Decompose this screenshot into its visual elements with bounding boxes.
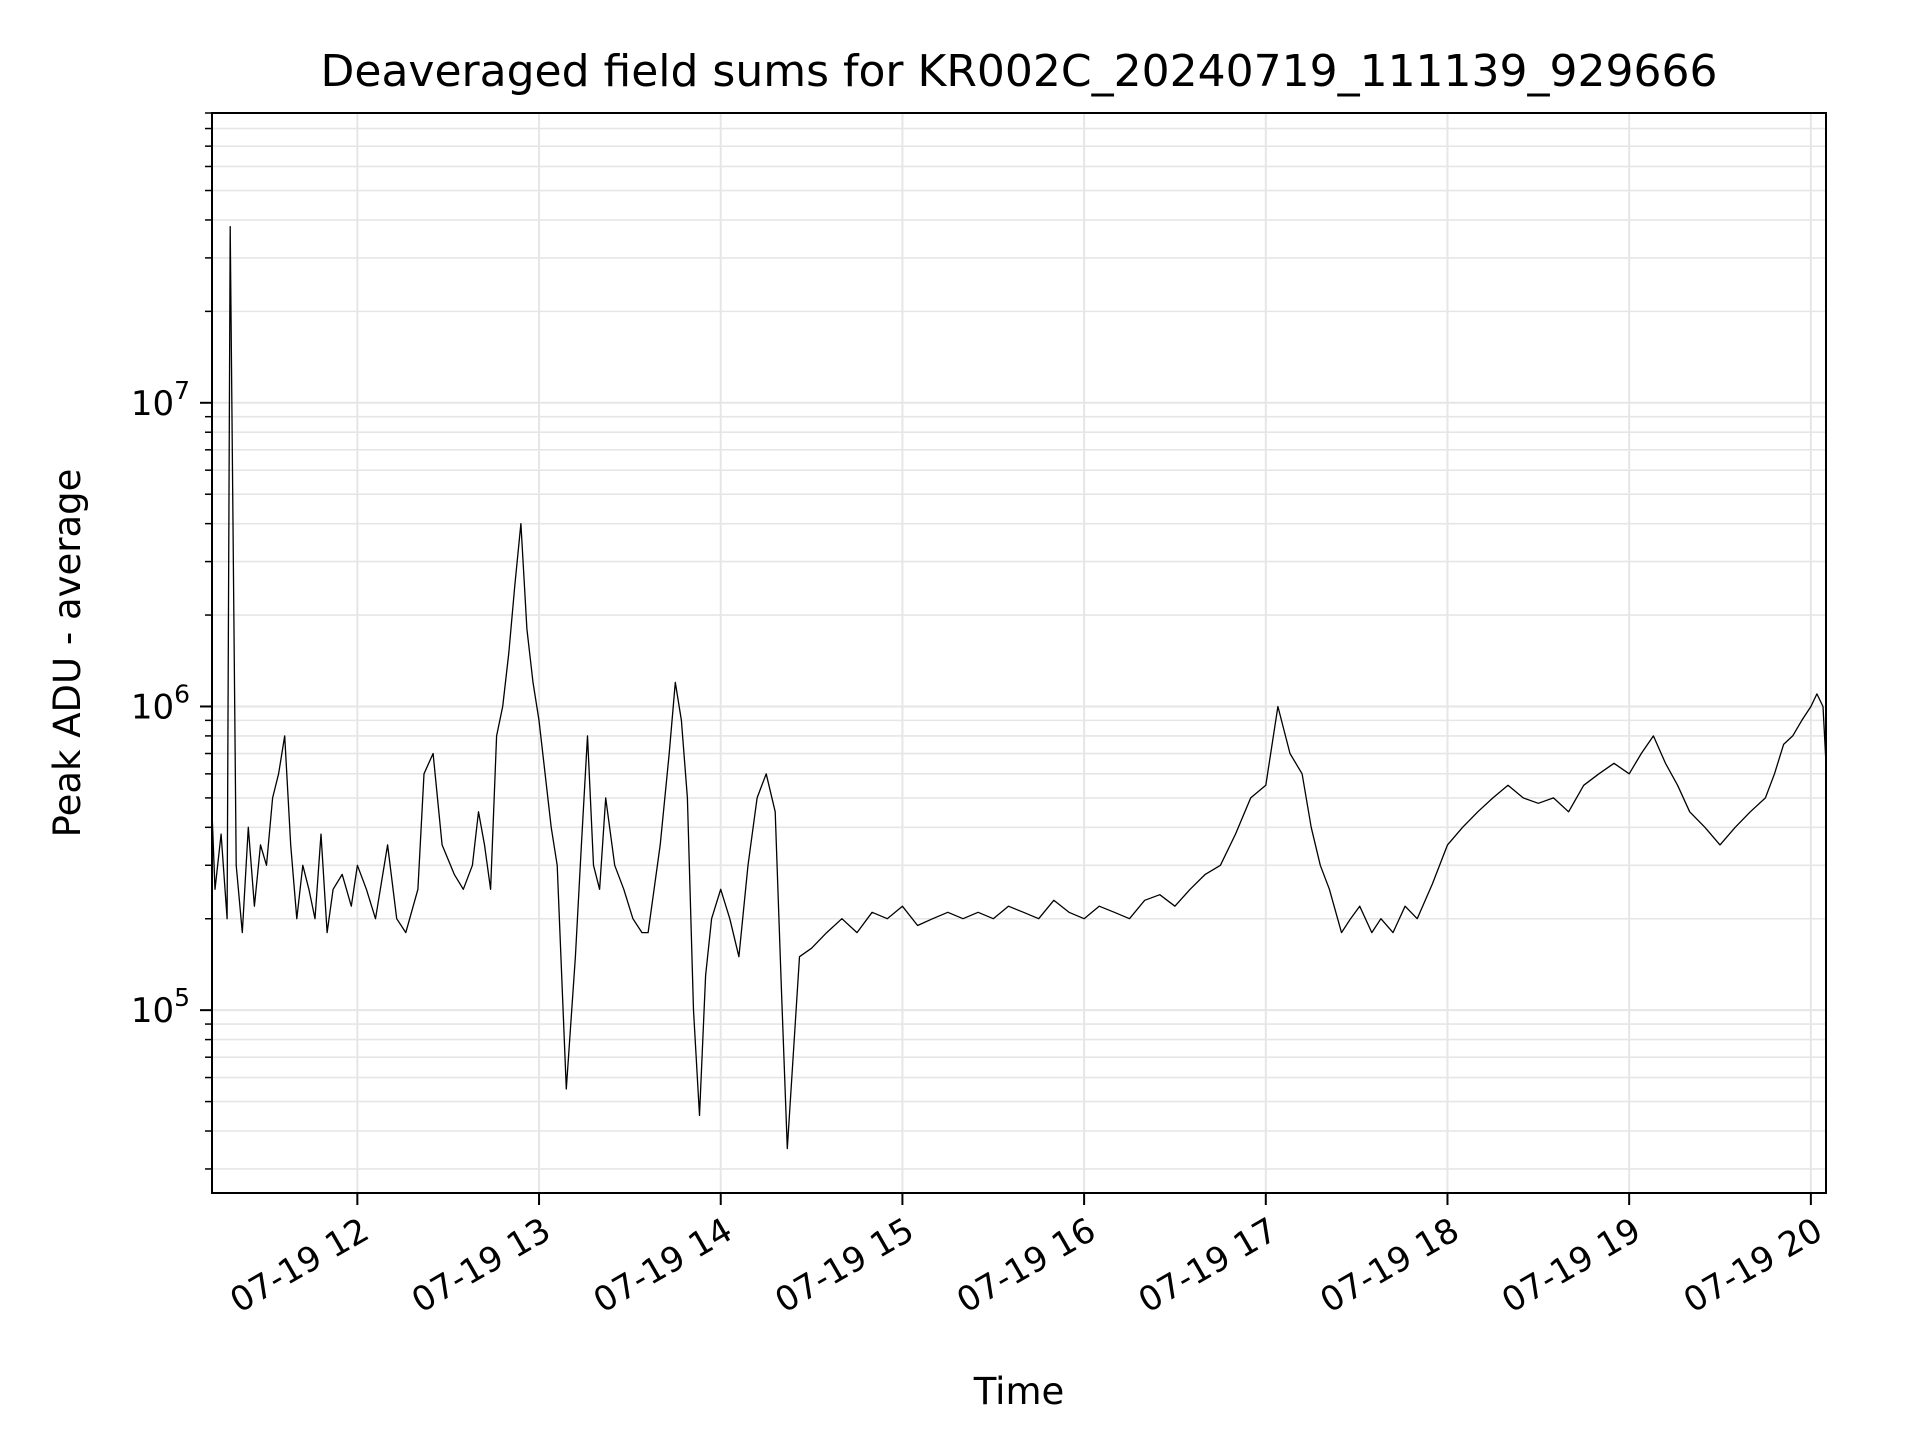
plot-frame [211, 112, 1827, 1194]
data-line-layer [211, 226, 1827, 1150]
x-axis-label: Time [973, 1370, 1065, 1413]
y-tick-label: 107 [131, 376, 190, 424]
y-tick-label: 105 [131, 983, 190, 1031]
y-axis-ticks: 105 106 107 [131, 112, 212, 1170]
grid [212, 112, 1826, 1193]
y-axis-label: Peak ADU - average [46, 469, 89, 838]
chart-title: Deaveraged field sums for KR002C_2024071… [321, 46, 1718, 97]
series-line [211, 226, 1827, 1150]
y-tick-label: 106 [131, 679, 190, 727]
